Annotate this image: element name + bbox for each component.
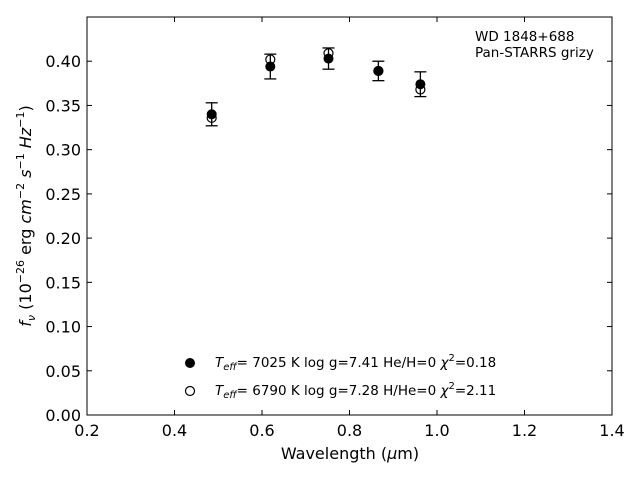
x-tick-label: 1.0 <box>424 421 449 440</box>
x-tick-label: 1.4 <box>599 421 624 440</box>
filled-circle-point <box>323 53 334 64</box>
filled-circle-point <box>415 79 426 90</box>
x-tick-label: 0.8 <box>337 421 362 440</box>
y-tick-label: 0.30 <box>45 141 81 160</box>
y-tick-label: 0.20 <box>45 229 81 248</box>
axis-ticks: 0.2 0.4 0.6 0.8 1.0 1.2 1.4 0.00 0.05 0.10 0.15 0.2… <box>45 17 625 440</box>
y-tick-label: 0.35 <box>45 96 81 115</box>
annotation-survey-name: Pan-STARRS grizy <box>475 45 594 61</box>
x-tick-label: 0.4 <box>162 421 187 440</box>
x-tick-label: 0.2 <box>74 421 99 440</box>
legend-entry-1: Teff= 7025 K log g=7.41 He/H=0 χ2=0.18 <box>215 353 496 373</box>
x-tick-label: 0.6 <box>249 421 274 440</box>
y-tick-label: 0.05 <box>45 362 81 381</box>
y-tick-label: 0.40 <box>45 52 81 71</box>
y-tick-label: 0.00 <box>45 406 81 425</box>
annotation-object-name: WD 1848+688 <box>475 29 574 45</box>
data-marks <box>205 47 427 127</box>
y-tick-label: 0.15 <box>45 273 81 292</box>
legend-marker-open <box>184 385 196 397</box>
y-tick-label: 0.10 <box>45 318 81 337</box>
x-tick-label: 1.2 <box>512 421 537 440</box>
legend-marker-filled <box>185 358 195 368</box>
filled-circle-point <box>206 109 217 120</box>
legend: Teff= 7025 K log g=7.41 He/H=0 χ2=0.18 T… <box>184 353 496 401</box>
filled-circle-point <box>265 61 276 72</box>
filled-circle-point <box>373 65 384 76</box>
x-axis-label: Wavelength (μm) <box>281 444 419 463</box>
y-axis-label: fν (10−26 erg cm−2 s−1 Hz−1) <box>14 105 38 326</box>
legend-entry-2: Teff= 6790 K log g=7.28 H/He=0 χ2=2.11 <box>215 381 496 401</box>
y-tick-label: 0.25 <box>45 185 81 204</box>
